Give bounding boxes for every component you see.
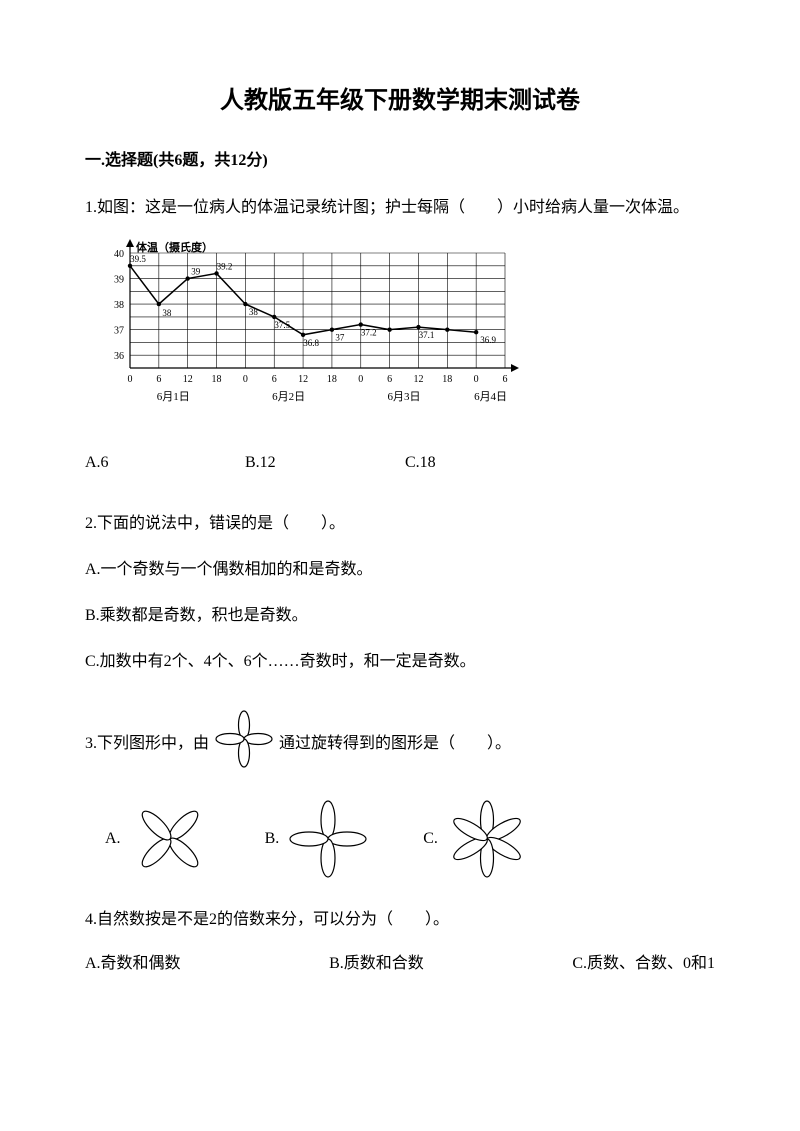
- svg-text:体温（摄氏度）: 体温（摄氏度）: [136, 240, 213, 254]
- svg-text:38: 38: [114, 300, 124, 311]
- q3-ref-flower: [209, 704, 279, 785]
- question-3-text: 3.下列图形中，由 通过旋转得到的图形是（ ）。: [85, 704, 715, 785]
- question-2-text: 2.下面的说法中，错误的是（ ）。: [85, 508, 715, 540]
- svg-text:6: 6: [387, 374, 392, 385]
- svg-text:18: 18: [212, 374, 222, 385]
- temperature-chart: 36 37 38 39 40 体温（摄氏度） 0 6 12 18 0 6 12 18 0 6 12 18 0 6 6月1…: [85, 238, 715, 429]
- svg-text:18: 18: [327, 374, 337, 385]
- svg-text:37: 37: [335, 333, 345, 343]
- q3-option-b: B.: [265, 794, 374, 884]
- q3-label-c: C.: [423, 825, 438, 854]
- q1-options: A.6 B.12 C.18: [85, 449, 715, 478]
- svg-text:6月4日: 6月4日: [474, 391, 507, 403]
- q1-option-a: A.6: [85, 449, 245, 478]
- svg-text:37.1: 37.1: [419, 330, 435, 340]
- svg-text:37: 37: [114, 326, 124, 337]
- svg-text:0: 0: [358, 374, 363, 385]
- svg-text:36: 36: [114, 351, 124, 362]
- svg-text:6月2日: 6月2日: [272, 391, 305, 403]
- q2-option-b: B.乘数都是奇数，积也是奇数。: [85, 600, 715, 632]
- svg-text:6月3日: 6月3日: [388, 391, 421, 403]
- svg-text:0: 0: [243, 374, 248, 385]
- svg-text:40: 40: [114, 249, 124, 260]
- svg-text:0: 0: [474, 374, 479, 385]
- svg-text:37.5: 37.5: [274, 320, 290, 330]
- svg-text:39: 39: [191, 267, 201, 277]
- svg-text:6月1日: 6月1日: [157, 391, 190, 403]
- q2-option-a: A.一个奇数与一个偶数相加的和是奇数。: [85, 554, 715, 586]
- q4-option-a: A.奇数和偶数: [85, 950, 181, 979]
- q3-text-before: 3.下列图形中，由: [85, 730, 209, 759]
- q1-option-c: C.18: [405, 449, 565, 478]
- svg-text:39.2: 39.2: [217, 261, 233, 271]
- svg-text:38: 38: [249, 307, 259, 317]
- question-1-text: 1.如图：这是一位病人的体温记录统计图；护士每隔（ ）小时给病人量一次体温。: [85, 192, 715, 224]
- q3-options: A. B. C.: [85, 794, 715, 884]
- q3-label-b: B.: [265, 825, 280, 854]
- svg-text:39: 39: [114, 275, 124, 286]
- svg-text:6: 6: [272, 374, 277, 385]
- svg-text:36.9: 36.9: [480, 335, 496, 345]
- svg-text:37.2: 37.2: [361, 328, 377, 338]
- q4-options: A.奇数和偶数 B.质数和合数 C.质数、合数、0和1: [85, 950, 715, 979]
- svg-text:12: 12: [298, 374, 308, 385]
- q4-option-c: C.质数、合数、0和1: [572, 950, 715, 979]
- svg-text:12: 12: [183, 374, 193, 385]
- q3-text-after: 通过旋转得到的图形是（ ）。: [279, 730, 511, 759]
- svg-text:6: 6: [503, 374, 508, 385]
- page-title: 人教版五年级下册数学期末测试卷: [85, 80, 715, 123]
- q4-option-b: B.质数和合数: [329, 950, 424, 979]
- svg-text:36.8: 36.8: [303, 338, 319, 348]
- svg-text:12: 12: [413, 374, 423, 385]
- q2-option-c: C.加数中有2个、4个、6个……奇数时，和一定是奇数。: [85, 646, 715, 678]
- svg-text:18: 18: [442, 374, 452, 385]
- svg-text:39.5: 39.5: [130, 254, 146, 264]
- svg-text:38: 38: [162, 308, 172, 318]
- svg-text:6: 6: [156, 374, 161, 385]
- section-header: 一.选择题(共6题，共12分): [85, 147, 715, 176]
- question-4-text: 4.自然数按是不是2的倍数来分，可以分为（ ）。: [85, 904, 715, 936]
- q3-option-a: A.: [105, 794, 215, 884]
- svg-text:0: 0: [128, 374, 133, 385]
- q1-option-b: B.12: [245, 449, 405, 478]
- q3-label-a: A.: [105, 825, 121, 854]
- q3-option-c: C.: [423, 794, 532, 884]
